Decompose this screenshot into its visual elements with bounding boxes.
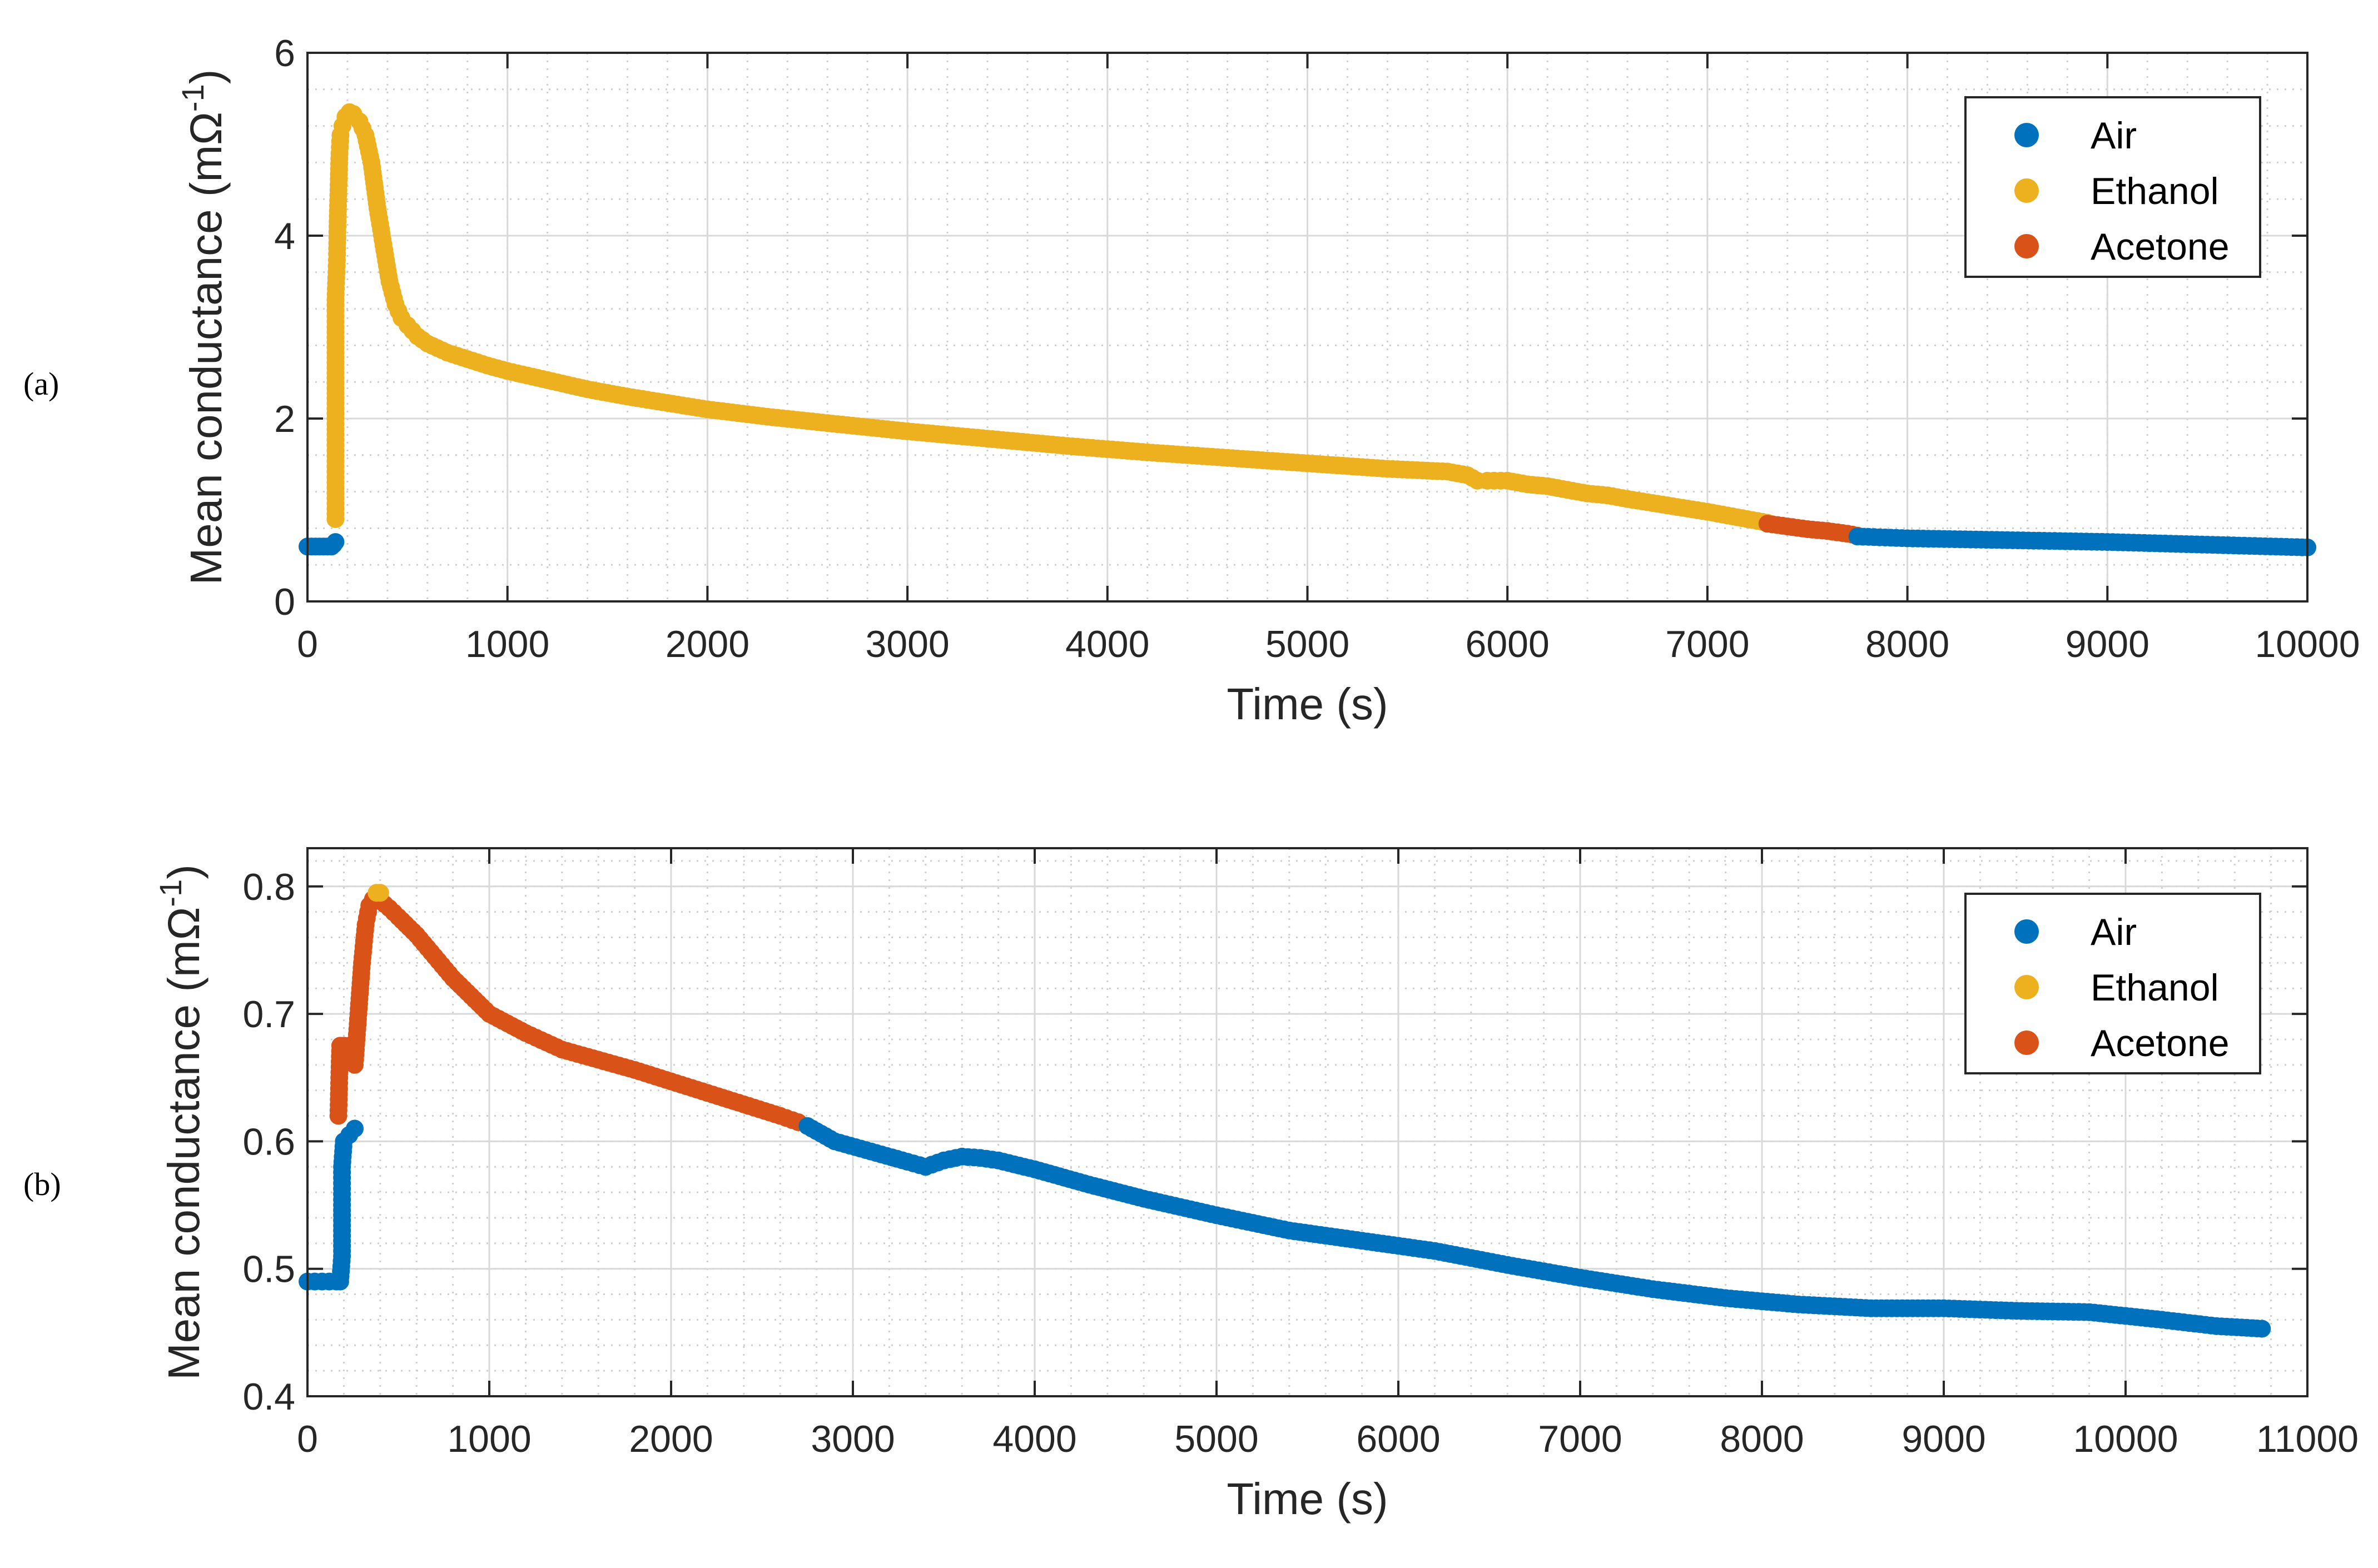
x-tick-label: 8000 [1720, 1418, 1804, 1460]
series-ethanol-2 [368, 884, 389, 902]
legend-marker-acetone [2014, 1031, 2039, 1055]
x-tick-label: 8000 [1865, 623, 1949, 665]
x-tick-label: 4000 [992, 1418, 1076, 1460]
y-tick-label: 0.8 [242, 866, 295, 908]
y-tick-label: 0 [274, 581, 295, 623]
legend-marker-ethanol [2014, 975, 2039, 999]
x-tick-label: 10000 [2255, 623, 2360, 665]
series-air-0 [299, 1119, 364, 1291]
legend-label-air: Air [2091, 911, 2137, 953]
plot-frame [306, 847, 2309, 1397]
series-ethanol-2 [326, 103, 1776, 532]
legend: Air Ethanol Acetone [1964, 96, 2261, 278]
x-tick-label: 9000 [2066, 623, 2149, 665]
x-tick-label: 6000 [1466, 623, 1550, 665]
panel-label: (b) [23, 1166, 61, 1202]
legend-marker-air [2014, 919, 2039, 944]
x-tick-label: 3000 [865, 623, 949, 665]
series-acetone-1 [329, 890, 807, 1131]
x-tick-label: 7000 [1665, 623, 1749, 665]
x-tick-label: 10000 [2073, 1418, 2178, 1460]
x-tick-label: 0 [297, 623, 318, 665]
y-tick-label: 0.7 [242, 993, 295, 1036]
panel-label: (a) [23, 366, 59, 402]
x-tick-label: 5000 [1174, 1418, 1258, 1460]
legend-marker-air [2014, 123, 2039, 147]
data-point [371, 884, 389, 902]
x-axis-label: Time (s) [1227, 1474, 1388, 1524]
x-tick-label: 0 [297, 1418, 318, 1460]
chart-panel-b: (b) 0 1000 2000 3000 4000 5000 6000 7000 8000 9000… [23, 847, 2359, 1524]
legend-label-acetone: Acetone [2091, 226, 2230, 268]
legend-label-acetone: Acetone [2091, 1022, 2230, 1064]
legend-box [1964, 96, 2261, 278]
x-tick-label: 1000 [447, 1418, 531, 1460]
x-tick-label: 5000 [1265, 623, 1349, 665]
legend-marker-acetone [2014, 234, 2039, 258]
x-axis-label: Time (s) [1227, 679, 1388, 729]
y-tick-label: 0.4 [242, 1376, 295, 1418]
x-tick-label: 9000 [1902, 1418, 1985, 1460]
y-tick-label: 6 [274, 32, 295, 74]
x-tick-label: 2000 [666, 623, 749, 665]
x-tick-label: 4000 [1065, 623, 1149, 665]
legend-label-ethanol: Ethanol [2091, 170, 2219, 212]
y-tick-label: 0.5 [242, 1248, 295, 1291]
series-air-4 [1848, 527, 2316, 556]
y-tick-label: 2 [274, 398, 295, 440]
legend-marker-ethanol [2014, 178, 2039, 203]
chart-panel-a: (a) 0 1000 2000 3000 4000 5000 6000 7000 8000 9000… [23, 32, 2360, 729]
x-tick-label: 6000 [1356, 1418, 1440, 1460]
series-air-3 [798, 1117, 2271, 1338]
y-axis-label: Mean conductance (mΩ-1) [153, 864, 208, 1380]
data-point [346, 1119, 364, 1138]
x-tick-label: 11000 [2256, 1418, 2359, 1460]
legend: Air Ethanol Acetone [1964, 893, 2261, 1074]
data-point [326, 533, 345, 551]
y-axis-label: Mean conductance (mΩ-1) [175, 69, 231, 585]
x-tick-label: 2000 [629, 1418, 713, 1460]
x-tick-label: 1000 [465, 623, 549, 665]
x-tick-label: 3000 [811, 1418, 895, 1460]
y-tick-label: 0.6 [242, 1121, 295, 1163]
x-tick-label: 7000 [1538, 1418, 1622, 1460]
legend-label-air: Air [2091, 115, 2137, 157]
series-air-1 [324, 533, 345, 554]
y-tick-label: 4 [274, 215, 295, 257]
legend-label-ethanol: Ethanol [2091, 967, 2219, 1009]
data-point [2253, 1320, 2271, 1338]
